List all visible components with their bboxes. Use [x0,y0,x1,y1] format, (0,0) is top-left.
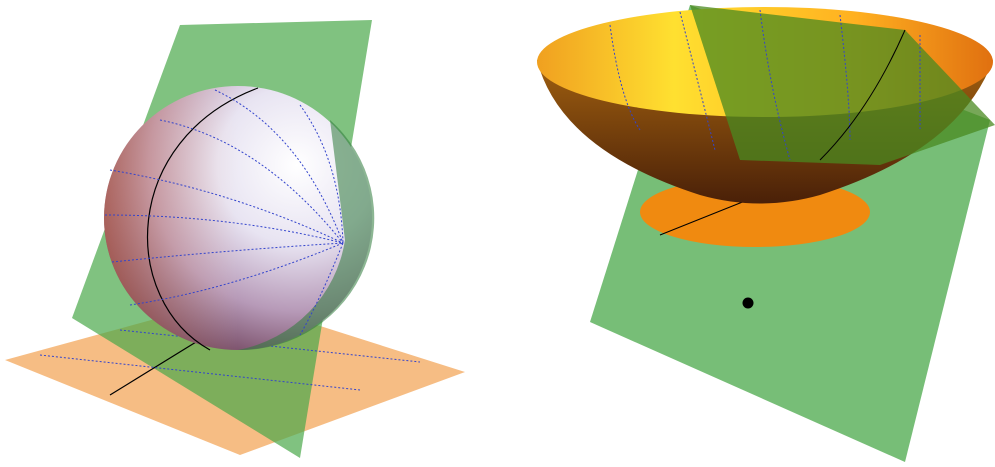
point [742,297,754,309]
plane-grid [39,354,361,391]
sphere-grid [104,89,344,336]
meridian [147,87,259,351]
bowl-meridian [819,29,906,161]
sphere-shade [104,86,372,350]
plane-over-bowl [690,5,995,165]
bowl-grid [609,9,921,161]
sphere-shadow [238,120,375,351]
right-figure [537,5,995,462]
left-figure [5,20,465,458]
